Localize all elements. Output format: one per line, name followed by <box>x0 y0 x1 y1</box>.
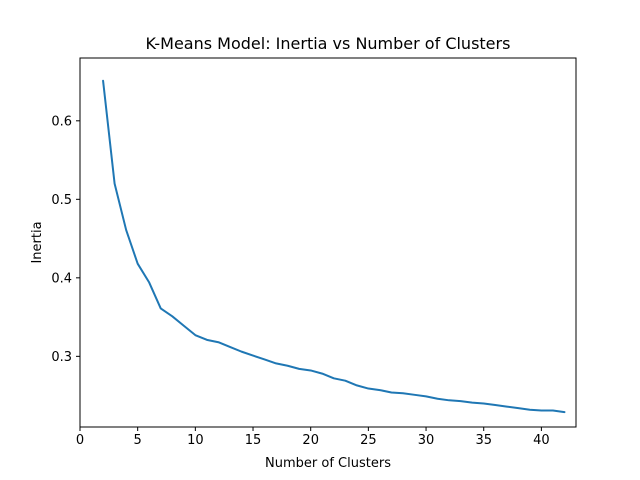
x-tick-label: 40 <box>533 433 550 448</box>
x-tick-label: 15 <box>245 433 262 448</box>
x-tick-label: 5 <box>134 433 142 448</box>
y-axis-label: Inertia <box>30 221 45 263</box>
inertia-line <box>102 79 566 414</box>
x-tick-label: 30 <box>418 433 435 448</box>
x-axis: 0 5 10 15 20 25 30 35 40 <box>76 427 550 448</box>
x-tick-label: 25 <box>360 433 377 448</box>
x-tick-label: 20 <box>302 433 319 448</box>
y-tick-label: 0.6 <box>51 114 72 129</box>
y-axis: 0.3 0.4 0.5 0.6 <box>51 114 80 365</box>
y-tick-label: 0.5 <box>51 193 72 208</box>
y-tick-label: 0.4 <box>51 271 72 286</box>
x-axis-label: Number of Clusters <box>265 456 391 471</box>
chart-title: K-Means Model: Inertia vs Number of Clus… <box>146 34 511 53</box>
plot-frame <box>79 57 577 428</box>
x-tick-label: 35 <box>475 433 492 448</box>
y-tick-label: 0.3 <box>51 350 72 365</box>
x-tick-label: 10 <box>187 433 204 448</box>
x-tick-label: 0 <box>76 433 84 448</box>
